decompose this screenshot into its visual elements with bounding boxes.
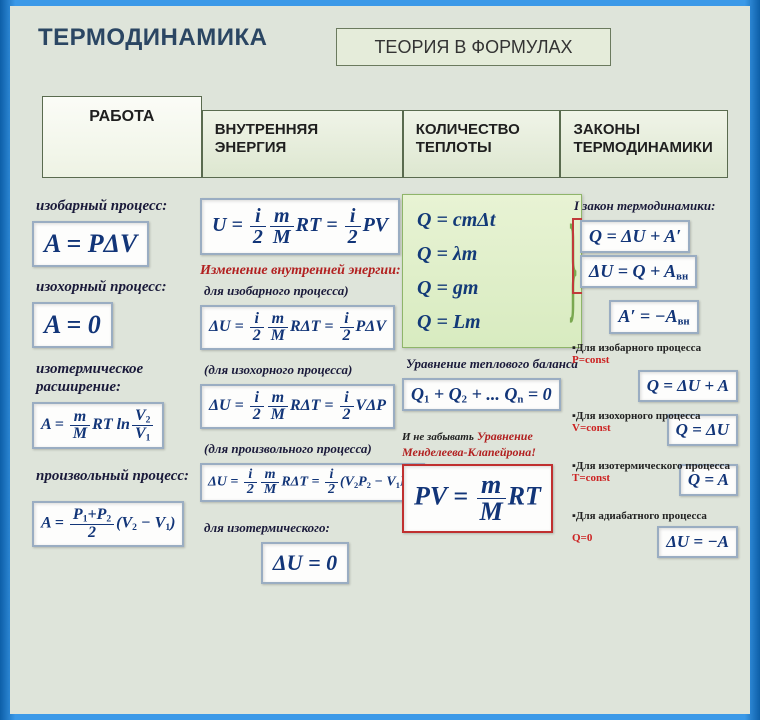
label-isobaric: изобарный процесс: [36, 198, 200, 215]
note-isobaric-cond: P=const [572, 354, 609, 366]
note-isothermal-cond: T=const [572, 472, 610, 484]
formula-dU-isochoric: ΔU = i2mMRΔT = i2VΔP [200, 384, 395, 429]
label-arbitrary: произвольный процесс: [36, 467, 200, 485]
label-dU-title: Изменение внутренней энергии: [200, 263, 410, 279]
formula-U: U = i2mMRT = i2PV [200, 198, 400, 255]
main-title: ТЕРМОДИНАМИКА [38, 24, 267, 52]
note-adiabatic-text: Для адиабатного процесса [576, 510, 707, 522]
formula-dU-arbitrary: ΔU = i2mMRΔT = i2(V2P2 − V1P1) [200, 463, 425, 502]
note-isothermal: ▪Для изотермического процессаT=const Q =… [572, 460, 738, 484]
formula-Aprime-Avn: A′ = −Aвн [609, 300, 698, 334]
label-mendeleev: И не забывать Уравнение Менделеева-Клапе… [402, 429, 582, 460]
column-work: изобарный процесс: A = PΔV изохорный про… [32, 194, 200, 555]
formula-mendeleev: PV = mMRT [402, 464, 553, 533]
label-dU-arbitrary: (для произвольного процесса) [204, 441, 410, 457]
label-dU-isochoric: (для изохорного процесса) [204, 362, 410, 378]
tab-work[interactable]: РАБОТА [42, 96, 202, 178]
note-isochoric: ▪Для изохорного процессаV=const Q = ΔU [572, 410, 738, 434]
tab-strip: РАБОТА ВНУТРЕННЯЯ ЭНЕРГИЯ КОЛИЧЕСТВО ТЕП… [42, 110, 728, 178]
label-first-law: I закон термодинамики: [574, 198, 738, 214]
formula-heat-balance: Q1 + Q2 + ... Qn = 0 [402, 378, 561, 412]
formula-A-zero: A = 0 [32, 302, 113, 348]
formula-Aprime-sub: вн [678, 316, 690, 328]
formula-Q-Lm: Q = Lm [417, 305, 567, 339]
slide-canvas: ТЕРМОДИНАМИКА ТЕОРИЯ В ФОРМУЛАХ РАБОТА В… [10, 6, 750, 714]
label-isochoric: изохорный процесс: [36, 279, 200, 296]
heat-formula-group: Q = cmΔt Q = λm Q = gm Q = Lm [402, 194, 582, 348]
formula-Q-dU-Aprime: Q = ΔU + A′ [580, 220, 690, 253]
note-isochoric-text: Для изохорного процесса [576, 410, 701, 422]
formula-dU-Q-Avn-main: ΔU = Q + A [589, 261, 676, 281]
formula-Q-cmdt: Q = cmΔt [417, 203, 567, 237]
tab-heat-label: КОЛИЧЕСТВО ТЕПЛОТЫ [416, 121, 548, 157]
formula-dU-Q-Avn: ΔU = Q + Aвн [580, 255, 697, 289]
column-laws: I закон термодинамики: Q = ΔU + A′ ΔU = … [570, 194, 738, 566]
tab-work-label: РАБОТА [89, 107, 154, 126]
column-heat: Q = cmΔt Q = λm Q = gm Q = Lm Уравнение … [402, 194, 582, 541]
note-isochoric-cond: V=const [572, 422, 611, 434]
subtitle-text: ТЕОРИЯ В ФОРМУЛАХ [374, 37, 572, 58]
formula-dU-isobaric: ΔU = i2mMRΔT = i2PΔV [200, 305, 395, 350]
formula-law-adiabatic: ΔU = −A [657, 526, 738, 558]
formula-A-PdeltaV: A = PΔV [32, 221, 149, 267]
tab-energy[interactable]: ВНУТРЕННЯЯ ЭНЕРГИЯ [202, 110, 403, 178]
tab-laws[interactable]: ЗАКОНЫ ТЕРМОДИНАМИКИ [560, 110, 728, 178]
label-dU-isobaric: для изобарного процесса) [204, 283, 410, 299]
formula-Q-lambdam: Q = λm [417, 237, 567, 271]
label-heat-balance: Уравнение теплового баланса [406, 356, 582, 372]
tab-heat[interactable]: КОЛИЧЕСТВО ТЕПЛОТЫ [403, 110, 561, 178]
note-adiabatic-cond: Q=0 [572, 532, 592, 544]
label-mendeleev-pre: И не забывать [402, 431, 474, 443]
label-dU-isothermal: для изотермического: [204, 520, 410, 536]
note-isobaric-text: Для изобарного процесса [576, 342, 701, 354]
note-adiabatic: ▪Для адиабатного процесса [572, 510, 738, 522]
formula-A-arbitrary: A = P1+P22(V2 − V1) [32, 501, 184, 547]
label-isothermal-exp: изотермическое расширение: [36, 360, 200, 396]
note-isothermal-text: Для изотермического процесса [576, 460, 730, 472]
formula-Aprime-main: A′ = −A [618, 306, 677, 326]
tab-energy-label: ВНУТРЕННЯЯ ЭНЕРГИЯ [215, 121, 390, 157]
note-isobaric: ▪Для изобарного процессаP=const [572, 342, 738, 366]
formula-dU-zero: ΔU = 0 [261, 542, 349, 584]
tab-laws-label: ЗАКОНЫ ТЕРМОДИНАМИКИ [573, 121, 715, 157]
column-energy: U = i2mMRT = i2PV Изменение внутренней э… [200, 194, 410, 592]
formula-law-isobaric: Q = ΔU + A [638, 370, 738, 402]
formula-A-isothermal: A = mMRT lnV2V1 [32, 402, 164, 449]
subtitle-box: ТЕОРИЯ В ФОРМУЛАХ [336, 28, 611, 66]
formula-dU-Q-Avn-sub: вн [676, 270, 688, 282]
formula-Q-gm: Q = gm [417, 271, 567, 305]
